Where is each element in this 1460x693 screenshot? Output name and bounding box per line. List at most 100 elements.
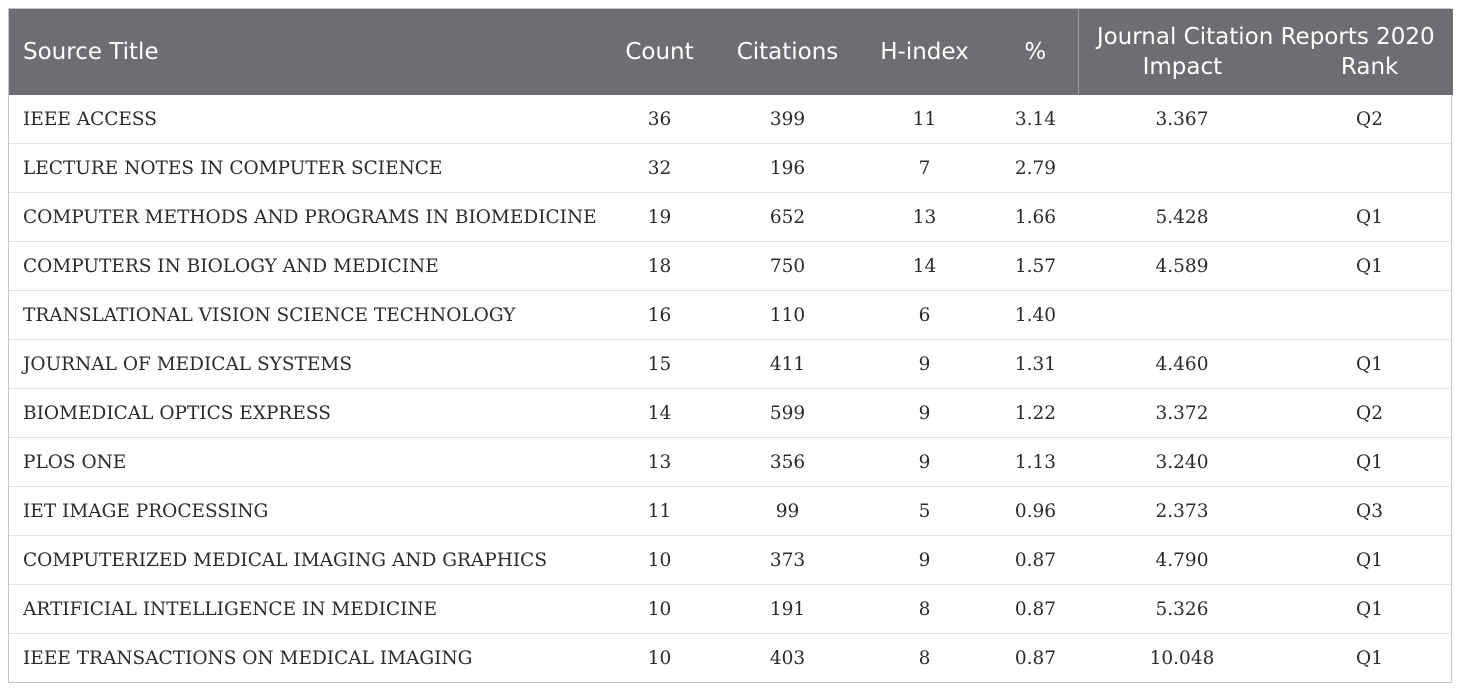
cell-percent: 1.22 <box>993 388 1078 438</box>
journal-table-container: Source Title Count Citations H-index % J… <box>8 8 1453 683</box>
cell-rank: Q1 <box>1286 241 1453 291</box>
cell-count: 10 <box>600 584 719 634</box>
cell-impact: 4.460 <box>1078 339 1286 389</box>
cell-percent: 0.87 <box>993 535 1078 585</box>
table-row: IET IMAGE PROCESSING 11 99 5 0.96 2.373 Q3 <box>9 486 1453 536</box>
cell-source-title: IET IMAGE PROCESSING <box>9 486 600 536</box>
cell-source-title: ARTIFICIAL INTELLIGENCE IN MEDICINE <box>9 584 600 634</box>
cell-citations: 750 <box>719 241 856 291</box>
header-rank: Rank <box>1340 54 1399 80</box>
cell-source-title: LECTURE NOTES IN COMPUTER SCIENCE <box>9 143 600 193</box>
jcr-subheaders: Impact Rank <box>1079 52 1454 82</box>
cell-citations: 403 <box>719 633 856 682</box>
journal-table: Source Title Count Citations H-index % J… <box>9 9 1453 682</box>
cell-rank: Q1 <box>1286 437 1453 487</box>
table-row: TRANSLATIONAL VISION SCIENCE TECHNOLOGY 1… <box>9 290 1453 340</box>
cell-impact: 4.790 <box>1078 535 1286 585</box>
cell-source-title: COMPUTER METHODS AND PROGRAMS IN BIOMEDI… <box>9 192 600 242</box>
cell-percent: 1.66 <box>993 192 1078 242</box>
table-row: COMPUTER METHODS AND PROGRAMS IN BIOMEDI… <box>9 192 1453 242</box>
cell-percent: 1.31 <box>993 339 1078 389</box>
cell-count: 16 <box>600 290 719 340</box>
table-row: COMPUTERS IN BIOLOGY AND MEDICINE 18 750 14… <box>9 241 1453 291</box>
cell-rank: Q3 <box>1286 486 1453 536</box>
header-citations: Citations <box>736 38 839 65</box>
cell-rank: Q2 <box>1286 388 1453 438</box>
cell-source-title: IEEE ACCESS <box>23 108 157 130</box>
header-percent: % <box>1024 38 1047 65</box>
cell-impact <box>1078 290 1286 340</box>
cell-h-index: 7 <box>856 143 993 193</box>
cell-count: 32 <box>600 143 719 193</box>
cell-h-index: 9 <box>856 388 993 438</box>
table-row: IEEE TRANSACTIONS ON MEDICAL IMAGING 10 40… <box>9 633 1453 682</box>
header-row: Source Title Count Citations H-index % J… <box>9 9 1453 95</box>
table-row: COMPUTERIZED MEDICAL IMAGING AND GRAPHIC… <box>9 535 1453 585</box>
cell-percent: 3.14 <box>1014 108 1057 130</box>
cell-rank <box>1286 143 1453 193</box>
cell-percent: 1.13 <box>993 437 1078 487</box>
cell-citations: 411 <box>719 339 856 389</box>
header-jcr-group: Journal Citation Reports 2020 Impact Ran… <box>1077 9 1454 95</box>
cell-impact: 3.372 <box>1078 388 1286 438</box>
cell-citations: 196 <box>719 143 856 193</box>
cell-h-index: 9 <box>856 339 993 389</box>
cell-count: 13 <box>600 437 719 487</box>
cell-h-index: 8 <box>856 633 993 682</box>
table-body: IEEE ACCESS 36 399 11 3.14 3.367 Q2 LECTURE NOT… <box>9 95 1453 682</box>
cell-rank <box>1286 290 1453 340</box>
cell-count: 36 <box>647 108 672 130</box>
cell-source-title: COMPUTERS IN BIOLOGY AND MEDICINE <box>9 241 600 291</box>
cell-rank: Q1 <box>1286 192 1453 242</box>
cell-impact <box>1078 143 1286 193</box>
cell-h-index: 5 <box>856 486 993 536</box>
header-h-index: H-index <box>880 38 969 65</box>
cell-rank: Q2 <box>1356 108 1383 130</box>
cell-percent: 1.57 <box>993 241 1078 291</box>
table-row: PLOS ONE 13 356 9 1.13 3.240 Q1 <box>9 437 1453 487</box>
cell-rank: Q1 <box>1286 339 1453 389</box>
cell-citations: 356 <box>719 437 856 487</box>
cell-impact: 4.589 <box>1078 241 1286 291</box>
header-jcr-title: Journal Citation Reports 2020 <box>1096 24 1435 50</box>
table-header: Source Title Count Citations H-index % J… <box>9 9 1453 95</box>
cell-count: 19 <box>600 192 719 242</box>
cell-h-index: 9 <box>856 535 993 585</box>
cell-rank: Q1 <box>1286 633 1453 682</box>
cell-citations: 399 <box>769 108 806 130</box>
table-row: JOURNAL OF MEDICAL SYSTEMS 15 411 9 1.31 4.46… <box>9 339 1453 389</box>
cell-impact: 2.373 <box>1078 486 1286 536</box>
cell-citations: 191 <box>719 584 856 634</box>
cell-source-title: PLOS ONE <box>9 437 600 487</box>
cell-count: 10 <box>600 633 719 682</box>
cell-rank: Q1 <box>1286 584 1453 634</box>
header-count: Count <box>625 38 694 65</box>
cell-citations: 652 <box>719 192 856 242</box>
cell-citations: 373 <box>719 535 856 585</box>
table-row: IEEE ACCESS 36 399 11 3.14 3.367 Q2 <box>9 95 1453 144</box>
header-impact: Impact <box>1142 54 1223 80</box>
jcr-header-block: Journal Citation Reports 2020 Impact Ran… <box>1079 9 1454 95</box>
cell-citations: 110 <box>719 290 856 340</box>
cell-h-index: 9 <box>856 437 993 487</box>
cell-count: 10 <box>600 535 719 585</box>
cell-count: 14 <box>600 388 719 438</box>
cell-h-index: 6 <box>856 290 993 340</box>
cell-citations: 599 <box>719 388 856 438</box>
cell-count: 18 <box>600 241 719 291</box>
cell-percent: 0.87 <box>993 584 1078 634</box>
cell-h-index: 11 <box>912 108 937 130</box>
cell-percent: 0.96 <box>993 486 1078 536</box>
cell-source-title: TRANSLATIONAL VISION SCIENCE TECHNOLOGY <box>9 290 600 340</box>
cell-percent: 2.79 <box>993 143 1078 193</box>
header-source-title: Source Title <box>23 38 159 65</box>
cell-source-title: JOURNAL OF MEDICAL SYSTEMS <box>9 339 600 389</box>
cell-h-index: 13 <box>856 192 993 242</box>
cell-h-index: 14 <box>856 241 993 291</box>
cell-impact: 5.428 <box>1078 192 1286 242</box>
cell-rank: Q1 <box>1286 535 1453 585</box>
cell-h-index: 8 <box>856 584 993 634</box>
cell-impact: 5.326 <box>1078 584 1286 634</box>
cell-count: 15 <box>600 339 719 389</box>
cell-source-title: COMPUTERIZED MEDICAL IMAGING AND GRAPHIC… <box>9 535 600 585</box>
